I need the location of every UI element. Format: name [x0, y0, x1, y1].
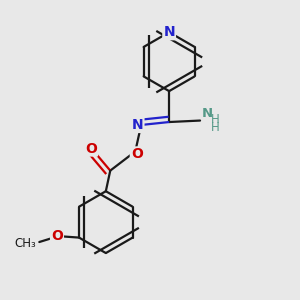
Text: O: O [131, 147, 143, 161]
Text: N: N [163, 25, 175, 39]
Text: H: H [211, 121, 220, 134]
Text: CH₃: CH₃ [15, 237, 36, 250]
Text: N: N [132, 118, 143, 132]
Text: N: N [202, 107, 213, 120]
Text: O: O [51, 229, 63, 243]
Text: H: H [211, 112, 220, 126]
Text: O: O [85, 142, 97, 155]
